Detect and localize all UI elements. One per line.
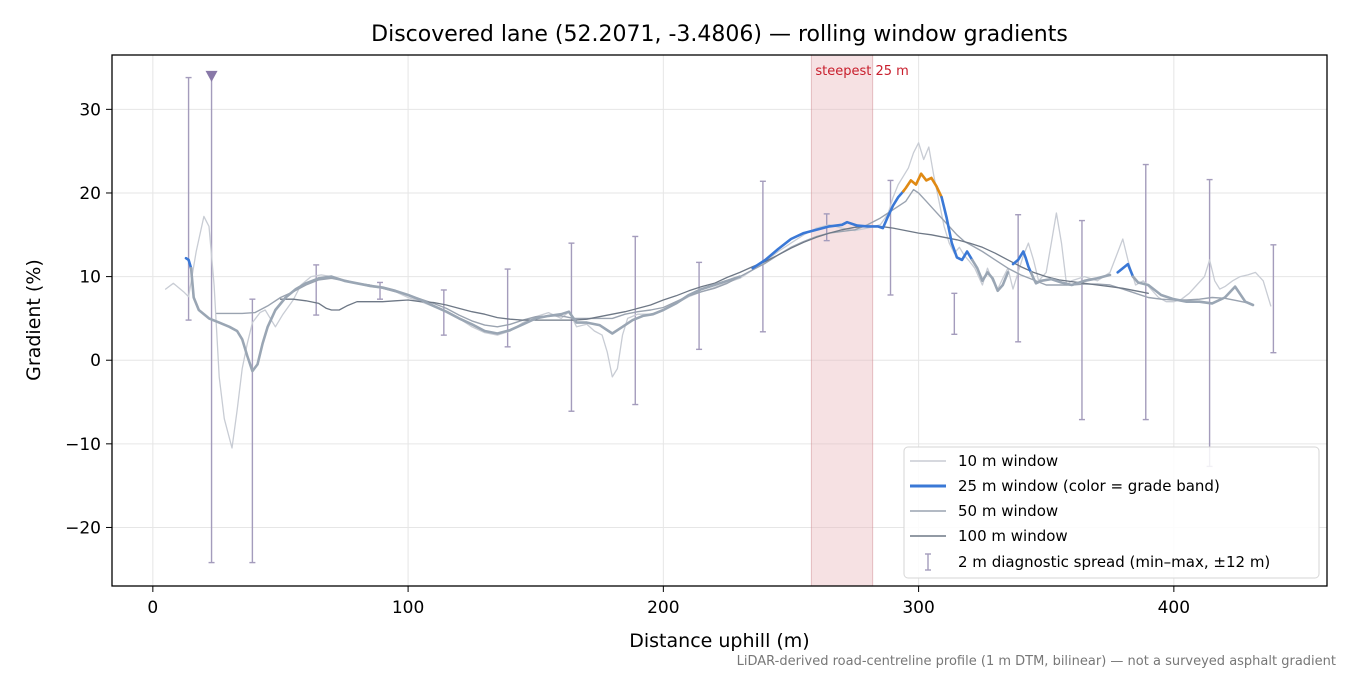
series-25m-segment-7: [1029, 271, 1112, 287]
spread-bar-16: [1142, 163, 1149, 421]
plot-frame: [111, 54, 1328, 587]
x-tick-label-0: 0: [147, 598, 158, 618]
spread-bar-0: [185, 76, 192, 321]
diagnostic-spread-bars: [185, 73, 1277, 564]
series-25m-segment-4: [940, 195, 974, 262]
series-25m-segment-6: [1011, 250, 1033, 274]
spread-bar-9: [696, 261, 703, 351]
y-axis-label: Gradient (%): [23, 259, 45, 381]
peak-marker: [205, 70, 218, 82]
series-25m-segment-2: [751, 190, 905, 270]
spread-bar-7: [568, 242, 575, 412]
series-25m-segment-9: [1131, 275, 1255, 307]
y-axis-ticks: −20 −10 0 10 20 30: [65, 100, 112, 538]
series-25m-segment-3: [902, 172, 943, 199]
legend: 10 m window 25 m window (color = grade b…: [903, 446, 1320, 579]
steepest-band-rect: [810, 54, 874, 587]
steepest-band-label: steepest 25 m: [815, 64, 908, 79]
spread-bar-2: [249, 298, 256, 564]
series-25m-segment-1: [189, 266, 742, 373]
spread-bar-3: [313, 264, 320, 316]
series-100m-window: [279, 225, 1149, 321]
spread-bar-6: [504, 268, 511, 348]
legend-label-25m: 25 m window (color = grade band): [958, 477, 1220, 495]
spread-bar-15: [1078, 219, 1085, 421]
series-25m-segment-8: [1116, 262, 1135, 278]
y-tick-label--10: −10: [65, 435, 101, 455]
spread-bar-10: [759, 180, 766, 333]
chart-title: Discovered lane (52.2071, -3.4806) — rol…: [371, 22, 1068, 47]
legend-label-spread: 2 m diagnostic spread (min–max, ±12 m): [958, 553, 1270, 571]
x-tick-label-300: 300: [902, 598, 934, 618]
legend-swatch-spread: [925, 553, 931, 571]
y-tick-label-10: 10: [79, 268, 101, 288]
y-tick-label--20: −20: [65, 518, 101, 538]
x-axis-label: Distance uphill (m): [629, 630, 809, 652]
spread-bar-5: [440, 289, 447, 336]
series-line-3: [279, 225, 1149, 321]
x-tick-label-400: 400: [1158, 598, 1190, 618]
y-tick-label-20: 20: [79, 184, 101, 204]
peak-marker-triangle: [205, 70, 218, 82]
spread-bar-4: [377, 281, 384, 300]
spread-bar-12: [887, 179, 894, 296]
spread-bar-14: [1015, 214, 1022, 343]
footnote: LiDAR-derived road-centreline profile (1…: [737, 654, 1336, 669]
spread-bar-13: [951, 292, 958, 335]
legend-box: [903, 446, 1320, 579]
series-25m-segment-5: [970, 258, 1010, 293]
legend-label-10m: 10 m window: [958, 452, 1058, 470]
x-axis-ticks: 0 100 200 300 400: [147, 586, 1190, 618]
series-25m-segment-0: [184, 256, 193, 270]
y-tick-label-30: 30: [79, 100, 101, 120]
x-tick-label-100: 100: [392, 598, 424, 618]
series-25m-window: [184, 172, 1255, 373]
y-tick-label-0: 0: [90, 351, 101, 371]
legend-label-50m: 50 m window: [958, 502, 1058, 520]
x-tick-label-200: 200: [647, 598, 679, 618]
legend-label-100m: 100 m window: [958, 527, 1068, 545]
spread-bar-18: [1270, 244, 1277, 354]
spread-bar-8: [632, 235, 639, 406]
steepest-band: steepest 25 m: [810, 54, 909, 587]
